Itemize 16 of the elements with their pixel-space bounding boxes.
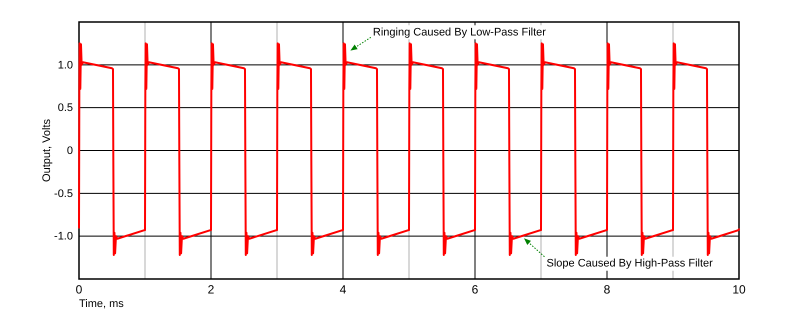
annotation: Slope Caused By High-Pass Filter: [546, 258, 714, 270]
x-tick-label: 8: [604, 282, 611, 297]
x-tick-label: 10: [732, 282, 746, 297]
annotation: Ringing Caused By Low-Pass Filter: [372, 26, 546, 38]
x-tick-label: 0: [76, 282, 83, 297]
y-tick-label: 1.0: [58, 59, 73, 72]
y-tick-label: -1.0: [54, 230, 73, 243]
y-axis-title: Output, Volts: [41, 118, 53, 182]
x-tick-label: 4: [340, 282, 347, 297]
y-tick-label: 0.5: [58, 102, 73, 114]
x-axis-title: Time, ms: [79, 298, 124, 310]
line-series: [78, 42, 740, 256]
x-tick-label: 2: [208, 282, 215, 297]
y-tick-label: -0.5: [54, 188, 73, 200]
x-tick-label: 6: [472, 282, 479, 297]
y-tick-label: 0: [66, 145, 73, 158]
